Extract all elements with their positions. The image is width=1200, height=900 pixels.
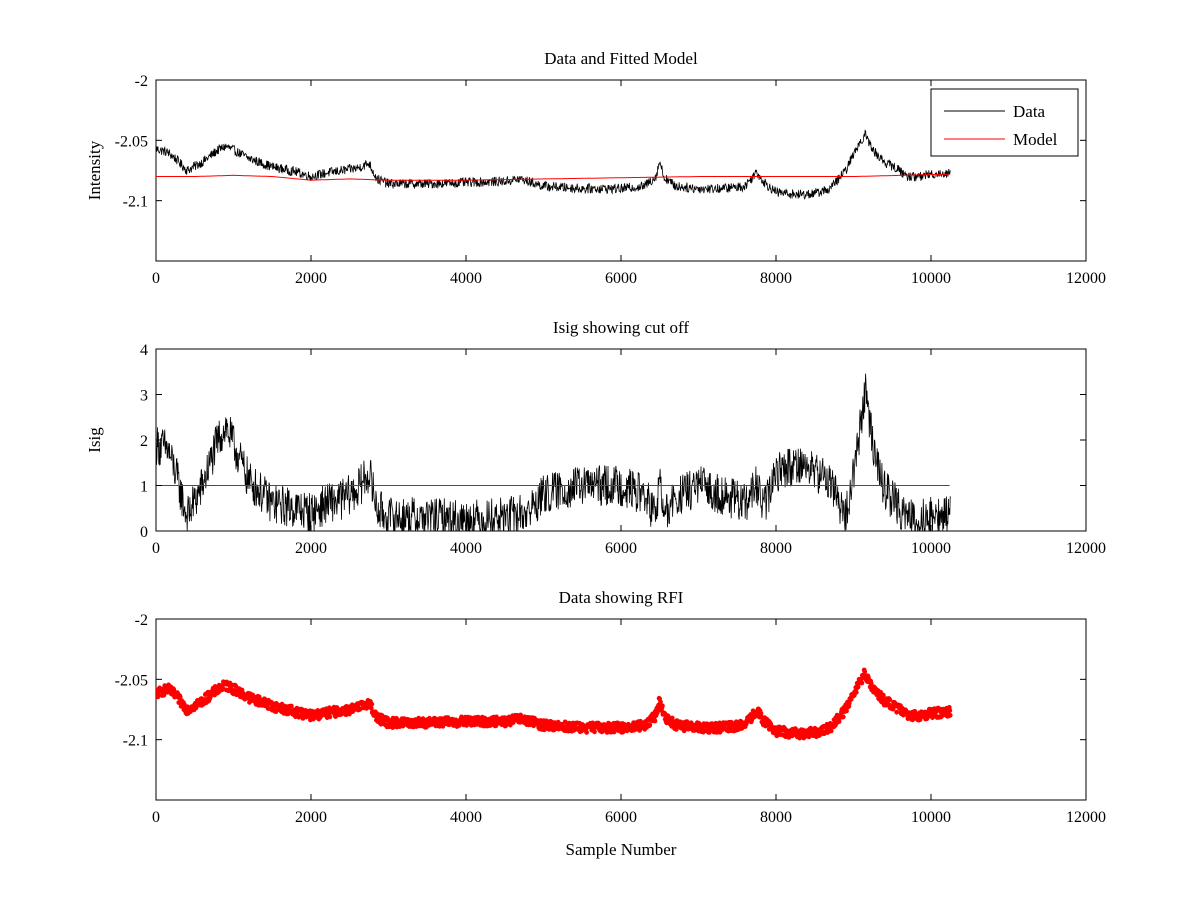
data-point [880,692,886,698]
data-point [592,729,597,735]
series-model-line [156,173,950,181]
data-point [859,680,865,686]
x-tick-label: 12000 [1066,809,1106,826]
x-tick-label: 12000 [1066,540,1106,557]
x-tick-label: 6000 [605,270,637,287]
x-tick-label: 8000 [760,270,792,287]
chart-panel-3: 0 2000 4000 6000 8000 10000 12000 -2.1 -2.05 -2 Da… [115,588,1106,859]
x-tick-label: 10000 [911,540,951,557]
x-tick-label: 6000 [605,809,637,826]
plot-series-group [156,667,953,741]
data-point [887,697,893,703]
y-tick-label: -2.1 [123,733,148,750]
y-tick-label: 0 [140,524,148,541]
x-tick-label: 8000 [760,540,792,557]
plot-series-group [156,373,951,531]
series-1-points [156,667,953,741]
x-tick-label: 12000 [1066,270,1106,287]
data-point [844,708,849,714]
chart-panel-1: 0 2000 4000 6000 8000 10000 12000 -2.1 -2.05 -2 Da… [85,49,1106,287]
data-point [233,683,239,689]
x-tick-label: 4000 [450,809,482,826]
x-tick-label: 2000 [295,540,327,557]
chart-title: Isig showing cut off [553,318,689,337]
x-tick-label: 4000 [450,540,482,557]
legend: Data Model [930,88,1079,157]
y-tick-label: -2.05 [115,672,148,689]
series-1-line [156,373,951,531]
y-axis-label: Isig [85,427,104,453]
data-point [660,703,665,709]
data-point [828,728,834,734]
y-tick-label: -2 [135,612,148,629]
data-point [288,703,294,709]
x-tick-label: 10000 [911,809,951,826]
data-point [840,714,846,720]
x-tick-label: 4000 [450,270,482,287]
data-point [862,669,868,675]
chart-title: Data showing RFI [559,588,684,607]
chart-title: Data and Fitted Model [544,49,698,68]
y-axis-label: Intensity [85,140,104,200]
data-point [555,719,561,725]
data-point [894,709,900,715]
y-tick-label: 1 [140,479,148,496]
data-point [369,701,375,707]
data-point [947,712,953,718]
data-point [327,714,333,720]
data-point [647,722,653,728]
data-point [456,723,462,728]
x-tick-label: 0 [152,809,160,826]
y-tick-label: 2 [140,433,148,450]
chart-panel-2: 0 2000 4000 6000 8000 10000 12000 0 1 2 3 4 Isig sho… [85,318,1106,557]
data-point [853,689,859,695]
data-point [584,730,589,735]
x-tick-label: 0 [152,540,160,557]
charts-root: 0 2000 4000 6000 8000 10000 12000-2.1-2.05-2Da… [85,49,1106,859]
legend-label-data: Data [1013,102,1046,121]
y-tick-label: -2.1 [123,194,148,211]
y-tick-label: 4 [140,342,148,359]
data-point [947,708,953,713]
legend-box [930,88,1079,157]
x-tick-label: 8000 [760,809,792,826]
data-point [652,718,658,724]
x-tick-label: 2000 [295,809,327,826]
data-point [658,699,663,705]
series-data-line [156,129,951,200]
y-tick-label: 3 [140,388,148,405]
x-tick-label: 2000 [295,270,327,287]
x-tick-label: 0 [152,270,160,287]
x-tick-label: 10000 [911,270,951,287]
plot-series-group [156,129,951,200]
legend-label-model: Model [1013,130,1058,149]
data-point [637,728,642,733]
x-tick-label: 6000 [605,540,637,557]
x-axis-label: Sample Number [566,840,677,859]
y-tick-label: -2.05 [115,133,148,150]
y-tick-label: -2 [135,73,148,90]
